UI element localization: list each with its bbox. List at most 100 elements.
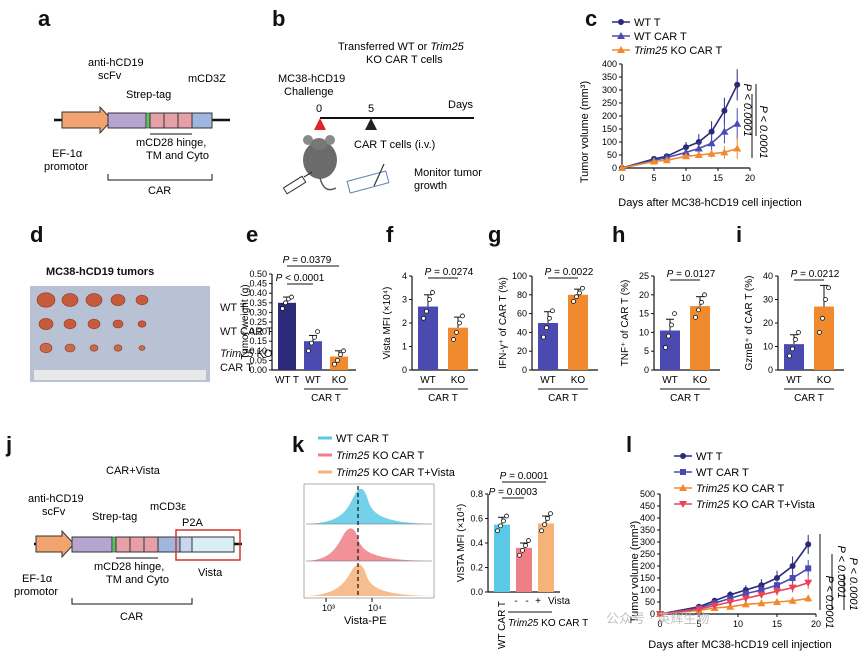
h-bar-1 — [690, 306, 710, 370]
car-label: CAR — [148, 185, 171, 197]
j-hinge-label-1: mCD28 hinge, — [94, 561, 164, 573]
h-ytick-label: 25 — [639, 271, 649, 281]
c-series-line — [621, 123, 738, 169]
p-italic: P — [425, 267, 432, 278]
panel-b-schedule: Transferred WT or Trim25 KO CAR T cells … — [278, 41, 482, 195]
d-label-ko: KO — [253, 348, 273, 360]
e-dot — [283, 300, 288, 306]
c-xtick-label: 0 — [619, 173, 624, 183]
j-p2a-block — [179, 536, 193, 553]
f-bar-0 — [418, 306, 438, 370]
e-dot — [315, 329, 320, 334]
c-point — [683, 144, 689, 151]
j-ef1a-label: EF-1α — [22, 573, 53, 585]
c-series-0 — [619, 69, 741, 171]
i-pvalue-0: P = 0.0212 — [791, 269, 840, 280]
scfv-block — [107, 112, 147, 129]
h-ytick-label: 20 — [639, 290, 649, 300]
j-mcd3e-label: mCD3ε — [150, 501, 186, 513]
p-italic: P — [545, 267, 552, 278]
l-point — [788, 596, 797, 604]
tumor — [112, 319, 124, 329]
e-ytick-label: 0.40 — [249, 288, 267, 298]
c-ytick-label: 300 — [602, 85, 617, 95]
c-point — [721, 107, 728, 114]
mcd3z-label: mCD3Z — [188, 73, 226, 85]
l-pvalue-3: P < 0.0001 — [847, 557, 859, 610]
f-xlabel-0: WT — [420, 375, 436, 386]
p-italic: P — [667, 269, 674, 280]
tumor — [39, 342, 53, 354]
panel-i-bar-chart: 0 10 20 30 40 GzmB⁺ of CAR T (%) WT KO CAR T P = … — [744, 269, 844, 404]
k-wtcar-label: WT CAR T — [497, 601, 508, 649]
c-ytick-label: 0 — [612, 163, 617, 173]
l-xlabel: Days after MC38-hCD19 cell injection — [648, 639, 831, 651]
g-ytick-label: 40 — [517, 327, 527, 337]
k-dot — [501, 518, 506, 524]
l-point — [727, 595, 734, 602]
g-dot — [571, 298, 576, 304]
p-rest: = 0.0001 — [506, 471, 548, 482]
c-legend-wtcar: WT CAR T — [634, 31, 687, 43]
l-legend-kov: KO CAR T+Vista — [729, 499, 815, 511]
l-ytick-label: 250 — [640, 549, 655, 559]
l-point — [758, 587, 765, 593]
panel-label-i: i — [736, 222, 743, 247]
l-point — [741, 600, 750, 608]
g-dot — [541, 334, 546, 340]
e-xlabel-0: WT T — [275, 375, 299, 386]
l-xtick-label: 10 — [733, 619, 743, 629]
e-ytick-label: 0.20 — [249, 327, 267, 337]
g-xlabel-0: WT — [540, 375, 556, 386]
c-xtick-label: 10 — [681, 173, 691, 183]
h-group-label: CAR T — [670, 393, 700, 404]
e-dot — [289, 294, 294, 300]
e-dot — [335, 358, 340, 363]
monitor-label-1: Monitor tumor — [414, 167, 482, 179]
l-point — [788, 584, 797, 592]
c-legend: WT T WT CAR T Trim25 KO CAR T — [612, 17, 723, 57]
e-ytick-label: 0.50 — [249, 269, 267, 279]
l-point — [789, 575, 796, 581]
j-vista-label: Vista — [198, 567, 223, 579]
f-ytick-label: 0 — [402, 365, 407, 375]
c-point — [720, 127, 729, 135]
l-point — [773, 598, 781, 605]
c-ytick-label: 350 — [602, 72, 617, 82]
l-ytick-label: 500 — [640, 489, 655, 499]
cyto-block — [177, 112, 193, 129]
c-point — [618, 164, 626, 171]
ef1a-label: EF-1α — [52, 148, 83, 160]
c-point — [650, 157, 658, 165]
c-pvalue-2: P < 0.0001 — [757, 105, 769, 158]
c-xtick-label: 20 — [745, 173, 755, 183]
monitor-label-2: growth — [414, 180, 447, 192]
e-xlabel-2: KO — [332, 375, 347, 386]
f-xlabel-1: KO — [451, 375, 466, 386]
f-ytick-label: 2 — [402, 318, 407, 328]
cart-marker — [365, 118, 377, 130]
j-tm-block — [129, 536, 145, 553]
i-bar-1 — [814, 306, 834, 370]
i-ytick-label: 10 — [763, 342, 773, 352]
j-car-label: CAR — [120, 611, 143, 623]
h-ytick-label: 15 — [639, 309, 649, 319]
tm-block — [163, 112, 179, 129]
mouse-icon — [303, 135, 337, 191]
c-ytick-label: 100 — [602, 137, 617, 147]
f-dot — [451, 337, 456, 342]
k-bar-1 — [516, 547, 532, 592]
e-ytick-label: 0.35 — [249, 298, 267, 308]
l-legend-kov-italic: Trim25 — [696, 499, 730, 511]
l-ytick-label: 100 — [640, 585, 655, 595]
panel-label-j: j — [6, 432, 13, 457]
c-series-line — [621, 147, 738, 169]
svg-text:Trim25 KO CAR T+Vista: Trim25 KO CAR T+Vista — [336, 467, 456, 479]
panel-l-growth-chart: WT T WT CAR T Trim25 KO CAR T Trim25 KO … — [629, 451, 859, 651]
g-dot — [544, 325, 549, 331]
l-point — [695, 606, 703, 614]
l-legend-ko: KO CAR T — [729, 483, 784, 495]
h-dot — [693, 314, 698, 320]
k-ytick-label: 0.2 — [470, 563, 483, 573]
l-point — [773, 588, 781, 596]
